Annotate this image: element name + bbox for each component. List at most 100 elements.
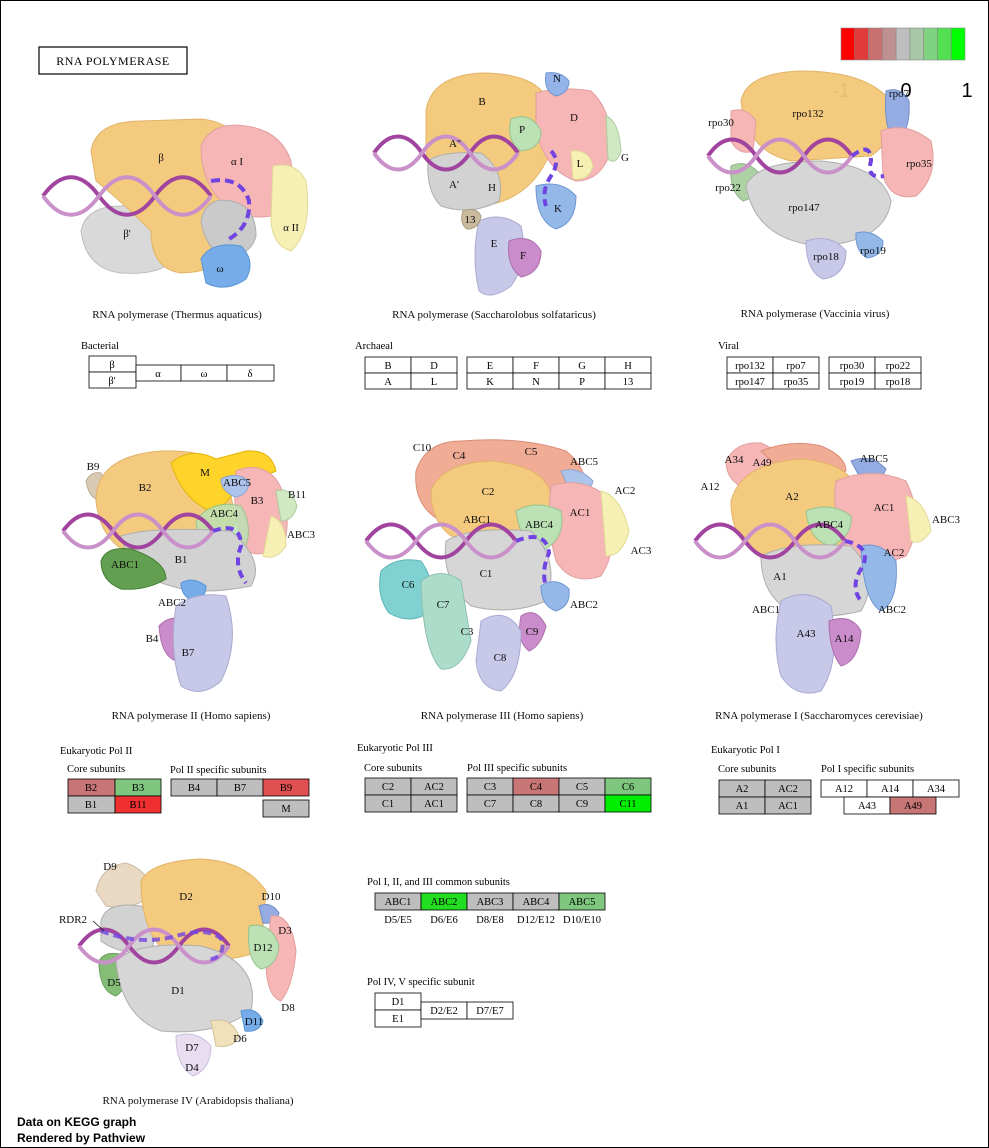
label-rpo132: rpo132 (792, 108, 823, 120)
rna-transcript (212, 526, 248, 585)
label-ABC1: ABC1 (752, 604, 780, 616)
label-D9: D9 (103, 861, 117, 873)
label-E: E (491, 238, 498, 250)
label-D2: D2 (179, 891, 192, 903)
label-ABC5: ABC5 (570, 456, 599, 468)
label-ABC4: ABC4 (815, 519, 844, 531)
gene-box-B1: B1 (85, 800, 97, 811)
subunit-ABC2-shape (860, 544, 897, 612)
label-L: L (577, 158, 584, 170)
label-B: B (478, 96, 485, 108)
gene-box-D1: D1 (392, 997, 405, 1008)
structure-pol3: C10 C4 C5 ABC5 C2 AC2 ABC1 AC1 ABC4 AC3 … (364, 439, 652, 722)
gene-box-G: G (578, 361, 586, 372)
gene-box-ABC1: ABC1 (385, 897, 412, 908)
label-alpha2: α II (283, 222, 299, 234)
label-A12: A12 (701, 481, 720, 493)
gene-box-ABC2: ABC2 (431, 897, 458, 908)
pol2-subunits: Eukaryotic Pol II Core subunits Pol II s… (60, 746, 310, 818)
gene-box-rpo22: rpo22 (886, 361, 911, 372)
pol2-specific-heading: Pol II specific subunits (170, 765, 267, 776)
gene-box-alpha: α (155, 369, 161, 380)
gene-box-D: D (430, 361, 438, 372)
label-ABC5: ABC5 (860, 453, 889, 465)
label-ABC4: ABC4 (210, 508, 239, 520)
label-P: P (519, 124, 525, 136)
gene-box-E1: E1 (392, 1014, 404, 1025)
label-AC2: AC2 (615, 485, 636, 497)
label-A2: A2 (785, 491, 798, 503)
section-viral: Viral (718, 341, 739, 352)
label-B9: B9 (87, 461, 100, 473)
subunit-K-shape (535, 183, 577, 230)
label-C7: C7 (437, 599, 450, 611)
label-D11: D11 (245, 1016, 264, 1028)
subunit-B7-shape (172, 594, 233, 692)
rna-transcript (210, 178, 252, 241)
archaeal-subunits: Archaeal B D A L E F G H K N P 13 (355, 341, 652, 390)
gene-box-beta-prime: β' (108, 376, 115, 387)
gene-box-C9: C9 (576, 799, 588, 810)
label-A34: A34 (725, 454, 744, 466)
dna-helix-b (372, 134, 520, 172)
label-C8: C8 (494, 652, 507, 664)
label-AC2: AC2 (884, 547, 905, 559)
legend-swatches (840, 27, 966, 61)
dna-helix-a (41, 175, 213, 217)
gene-box-C3: C3 (484, 782, 496, 793)
label-A14: A14 (835, 633, 854, 645)
subunit-rpo147-shape (745, 160, 892, 247)
section-pol2: Eukaryotic Pol II (60, 746, 133, 757)
subunit-C7-C3-shape (420, 573, 472, 670)
label-rpo147: rpo147 (788, 202, 820, 214)
common-sub-D10E10: D10/E10 (563, 915, 601, 926)
gene-box-A2: A2 (736, 784, 749, 795)
label-C3: C3 (461, 626, 474, 638)
gene-box-AC1: AC1 (424, 799, 444, 810)
label-C4: C4 (453, 450, 466, 462)
gene-box-B4: B4 (188, 783, 201, 794)
rna-transcript (515, 535, 552, 587)
label-D3: D3 (278, 925, 292, 937)
label-G: G (621, 152, 629, 164)
label-D10: D10 (262, 891, 281, 903)
gene-box-C7: C7 (484, 799, 496, 810)
pol1-core-heading: Core subunits (718, 764, 776, 775)
label-C1: C1 (480, 568, 493, 580)
label-D4: D4 (185, 1062, 199, 1074)
label-A2: A'' (449, 138, 461, 150)
subunit-ABC2-shape (540, 581, 570, 612)
gene-box-D7E7: D7/E7 (476, 1006, 503, 1017)
gene-box-C1: C1 (382, 799, 394, 810)
gene-box-ABC5: ABC5 (569, 897, 596, 908)
pathway-title-text: RNA POLYMERASE (56, 54, 169, 68)
gene-box-C2: C2 (382, 782, 394, 793)
gene-box-C6: C6 (622, 782, 634, 793)
label-13: 13 (465, 214, 477, 226)
gene-box-H: H (624, 361, 632, 372)
gene-box-beta: β (109, 360, 114, 371)
pol45-subunits: Pol IV, V specific subunit D1 E1 D2/E2 D… (367, 977, 514, 1028)
legend-swatch (882, 27, 897, 61)
gene-box-A43: A43 (858, 801, 876, 812)
gene-box-rpo18: rpo18 (886, 377, 911, 388)
label-C2: C2 (482, 486, 495, 498)
pol1-specific-heading: Pol I specific subunits (821, 764, 914, 775)
structure-pol4: D9 D2 D10 RDR2 D3 D12 D5 D1 D8 D11 D6 D7… (59, 858, 297, 1107)
legend-swatch (909, 27, 924, 61)
dna-helix-b (77, 927, 231, 965)
pol3-specific-heading: Pol III specific subunits (467, 763, 567, 774)
gene-box-A12: A12 (835, 784, 853, 795)
label-C10: C10 (413, 442, 432, 454)
subunit-A14-shape (828, 618, 862, 667)
label-rpo18: rpo18 (813, 251, 839, 263)
structure-pol2: B9 M B2 ABC5 B3 B11 ABC4 ABC3 ABC1 B1 AB… (61, 450, 316, 722)
gene-box-C4: C4 (530, 782, 543, 793)
dna-helix-a (372, 134, 520, 172)
label-ABC1: ABC1 (111, 559, 139, 571)
label-D1: D1 (171, 985, 184, 997)
legend-swatch (854, 27, 869, 61)
label-B11: B11 (288, 489, 306, 501)
gene-box-B9: B9 (280, 783, 292, 794)
label-rpo22: rpo22 (715, 182, 741, 194)
